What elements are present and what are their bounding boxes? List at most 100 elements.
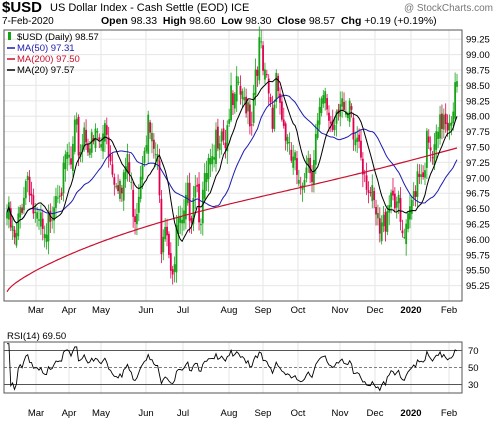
price-ytick-label: 95.75 [466,250,490,261]
candle-body [307,157,310,166]
candle-body [243,97,246,101]
candle-body [102,133,104,152]
candle-body [143,150,146,163]
legend-entry: MA(50) 97.31 [17,43,75,54]
exchange-label: ICE [230,2,250,14]
candle-body [181,219,184,224]
candle-body [333,125,336,131]
candle-body [226,125,229,152]
price-ytick-label: 95.25 [466,281,490,292]
price-ytick-label: 96.75 [466,189,490,200]
price-ytick-label: 98.75 [466,66,490,77]
rsi-panel-frame [3,341,463,394]
candle-body [200,224,202,226]
candle-body [179,215,182,223]
candle-body [329,121,332,124]
candle-body [43,233,46,239]
candle-body [224,142,227,149]
candle-body [352,117,355,140]
candle-body [358,134,360,142]
candle-body [68,154,71,158]
candle-body [341,98,344,107]
candle-body [7,202,10,220]
candle-body [169,253,172,271]
legend-entry: $USD (Daily) 98.57 [17,32,99,43]
candle-body [177,216,180,234]
candle-body [83,127,86,147]
candle-body [79,151,82,157]
candle-body [320,98,323,114]
candle-body [264,69,266,80]
candle-body [390,192,393,207]
candle-body [201,189,204,224]
candle-body [296,158,298,175]
candle-body [420,174,423,177]
candle-body [134,216,136,223]
candle-body [19,207,22,218]
candle-body [151,132,153,142]
candle-body [414,191,417,197]
description-text: US Dollar Index - Cash Settle (EOD) [50,2,228,14]
rsi-panel-bg [4,342,462,393]
rsi-xtick-label: Aug [221,408,238,419]
candle-body [393,193,396,209]
rsi-xtick-label: Jun [138,408,153,419]
candle-body [34,211,37,213]
candle-body [435,131,438,150]
candle-body [373,191,376,200]
candle-body [130,181,133,183]
candle-body [100,144,103,148]
price-xtick-label: Apr [62,305,77,316]
rsi-xtick-label: Nov [332,408,349,419]
candle-body [32,195,35,214]
candle-body [427,136,430,143]
candle-body [160,198,163,255]
candle-body [104,123,106,142]
candle-body [416,171,419,197]
candle-body [405,223,408,245]
high-value: 98.60 [189,15,216,27]
candle-body [437,131,440,139]
candle-body [454,82,457,119]
candle-body [75,118,78,125]
open-value: 98.33 [130,15,158,27]
close-value: 98.57 [308,15,336,27]
candle-body [237,81,240,83]
rsi-line [7,343,458,392]
legend-entry: MA(20) 97.57 [17,65,75,76]
candle-body [137,196,140,213]
candle-body [407,213,409,230]
candle-body [88,148,91,155]
candle-body [388,205,391,213]
candle-body [288,142,291,144]
candle-body [196,184,199,187]
candle-body [350,106,353,110]
candle-body [256,69,259,76]
candle-body [262,45,264,71]
candle-body [265,74,268,76]
chg-value: +0.19 (+0.19%) [364,15,437,27]
candle-body [275,72,278,103]
candle-body [228,119,231,124]
candle-body [175,225,178,273]
price-xtick-label: Sep [255,305,272,316]
candle-body [448,123,451,131]
candle-body [207,157,210,180]
candle-body [53,207,55,221]
candle-body [9,208,12,228]
price-xtick-label: 2020 [400,305,421,316]
candle-body [145,145,148,152]
candle-body [273,104,276,129]
candle-body [360,140,362,158]
candle-body [45,234,48,243]
rsi-legend: RSI(14) 69.50 [7,331,66,342]
candle-body [230,85,232,121]
rsi-xtick-label: Dec [367,408,384,419]
candle-body [401,230,404,234]
candle-body [218,143,221,150]
candle-body [431,157,434,159]
candle-body [241,91,244,100]
candle-body [141,164,144,180]
rsi-xtick-label: Apr [62,408,77,419]
candle-body [252,92,255,123]
